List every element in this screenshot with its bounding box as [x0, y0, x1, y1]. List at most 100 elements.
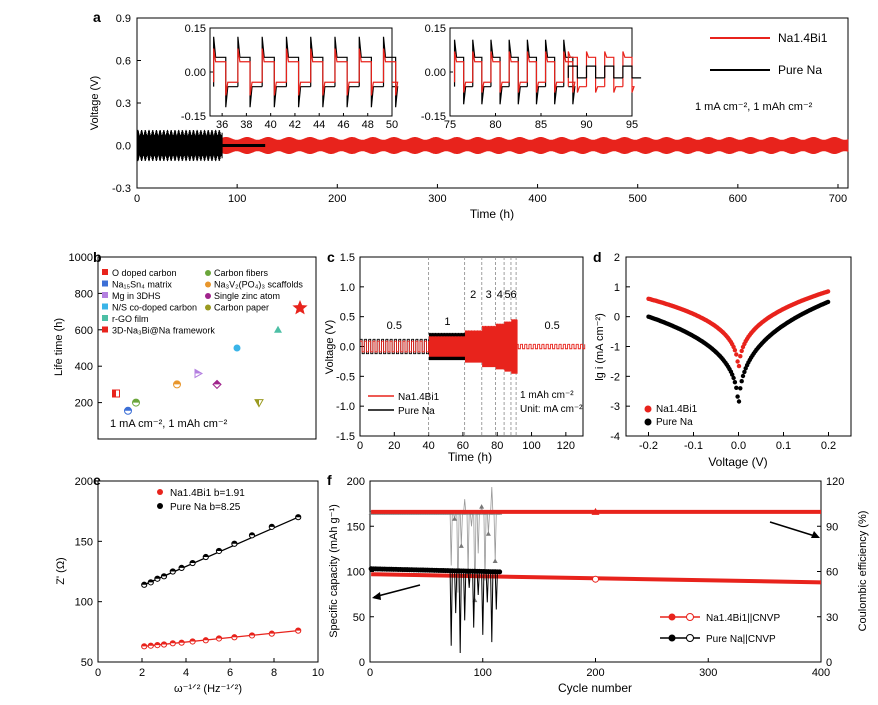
inset-y-tick-label: 0.00: [185, 67, 206, 79]
inset-x-tick-label: 38: [240, 119, 252, 131]
data-point-half: [269, 631, 275, 634]
legend-marker: [205, 281, 211, 288]
curve-point: [825, 299, 831, 305]
data-point-half: [231, 541, 237, 544]
y2-tick-label: 90: [826, 521, 838, 533]
x-tick-label: 400: [528, 193, 546, 205]
inset-x-tick-label: 75: [444, 119, 456, 131]
inset-x-tick-label: 50: [386, 119, 398, 131]
data-point-half: [161, 573, 167, 577]
legend-marker: [102, 292, 108, 298]
data-point-half: [190, 560, 196, 564]
data-point-half: [141, 643, 147, 647]
curve-point: [740, 373, 746, 379]
inset-wave: [453, 51, 576, 93]
point-square-half: [112, 390, 116, 397]
legend-marker: [102, 303, 108, 310]
data-point-half: [295, 628, 301, 631]
curve-point: [736, 399, 742, 404]
y-tick-label: -1: [610, 342, 620, 354]
f-legend-label-2: Pure Na||CNVP: [706, 634, 776, 645]
data-point-half: [154, 642, 160, 646]
y-tick-label: 100: [347, 567, 365, 579]
curve-point: [738, 354, 743, 359]
curve-point: [734, 352, 739, 357]
point-circle-half: [132, 399, 140, 403]
y-tick-label: 0.0: [340, 342, 355, 354]
y-tick-label: 1.5: [340, 252, 355, 264]
series-pure-na-band: [136, 129, 223, 162]
pure-na-ce-point: [479, 504, 485, 509]
na14bi1-ce-marker: [591, 507, 600, 515]
e-legend-label-2: Pure Na b=8.25: [170, 502, 241, 513]
y-tick-label: 150: [347, 521, 365, 533]
panel-e-frame: [97, 480, 319, 663]
panel-b: b 200 400 600 800 1000 Life time (h) O doped…: [53, 249, 317, 440]
data-point-half: [161, 641, 167, 645]
panel-c-ylabel: Voltage (V): [324, 320, 336, 374]
data-point-half: [216, 548, 222, 551]
x-tick-label: 4: [183, 667, 189, 679]
rate-label: 3: [486, 289, 492, 301]
panel-d-curves: [646, 289, 831, 404]
legend-label: Carbon fibers: [214, 268, 269, 278]
panel-a-label: a: [93, 9, 101, 25]
point-circle-half: [173, 380, 181, 385]
x-tick-label: 10: [312, 667, 324, 679]
y-tick-label: -1.0: [336, 401, 355, 413]
data-point-half: [179, 565, 185, 568]
x-tick-label: 400: [812, 667, 830, 679]
y2-tick-label: 60: [826, 567, 838, 579]
inset-x-tick-label: 36: [216, 119, 228, 131]
legend-label: O doped carbon: [112, 268, 177, 278]
legend-marker: [102, 269, 108, 275]
panel-d: d -0.2 -0.1 0.0 0.1 0.2 -4 -3 -2 -1 0 1 2 lg i (mA …: [593, 249, 852, 469]
f-arrowhead-right: [811, 531, 820, 538]
y-tick-label: 1.0: [340, 282, 355, 294]
legend-marker: [205, 304, 211, 311]
inset-x-tick-label: 44: [313, 119, 325, 131]
f-legend-marker-1a: [668, 613, 676, 621]
x-tick-label: 0.1: [776, 440, 791, 452]
x-tick-label: 8: [271, 667, 277, 679]
inset-x-tick-label: 85: [535, 119, 547, 131]
y-tick-label: 200: [75, 476, 93, 488]
panel-f-label: f: [327, 472, 332, 488]
pure-na-ce-point: [452, 516, 458, 521]
rate-label: 2: [470, 289, 476, 301]
panel-c-signal: [360, 257, 586, 436]
x-tick-label: 100: [474, 667, 492, 679]
d-legend-label-2: Pure Na: [656, 417, 693, 428]
panel-e-ylabel: Z' (Ω): [55, 557, 67, 584]
y-tick-label: 400: [75, 361, 93, 373]
pure-na-ce-point: [458, 543, 464, 548]
x-tick-label: 0: [367, 667, 373, 679]
c-legend-label-2: Pure Na: [398, 406, 435, 417]
na14bi1-capacity-marker: [592, 575, 599, 583]
curve-point: [731, 375, 736, 381]
x-tick-label: 300: [428, 193, 446, 205]
y-tick-label: 0.5: [340, 312, 355, 324]
panel-d-ylabel: lg i (mA cm⁻²): [594, 313, 606, 381]
point-star: [292, 300, 308, 315]
legend-label: Mg in 3DHS: [112, 291, 161, 301]
inset-x-tick-label: 48: [362, 119, 374, 131]
rate-label: 4: [497, 289, 503, 301]
curve-point: [735, 394, 740, 399]
panel-e-xlabel: ω⁻¹ᐟ² (Hz⁻¹ᐟ²): [174, 683, 242, 695]
y-tick-label: 100: [75, 597, 93, 609]
panel-c-rate-labels: 0.5 1 2 3 4 5 6 0.5: [387, 289, 560, 332]
c-annotation-1: 1 mAh cm⁻²: [520, 390, 574, 401]
x-tick-label: 200: [328, 193, 346, 205]
inset-x-tick-label: 46: [337, 119, 349, 131]
inset-y-tick-label: 0.15: [185, 23, 206, 35]
inset-x-tick-label: 40: [265, 119, 277, 131]
inset-x-tick-label: 42: [289, 119, 301, 131]
panel-a-xlabel: Time (h): [470, 207, 514, 221]
a-annotation: 1 mA cm⁻², 1 mAh cm⁻²: [695, 101, 813, 113]
x-tick-label: 100: [228, 193, 246, 205]
data-point-half: [190, 638, 196, 642]
x-tick-label: 0: [134, 193, 140, 205]
